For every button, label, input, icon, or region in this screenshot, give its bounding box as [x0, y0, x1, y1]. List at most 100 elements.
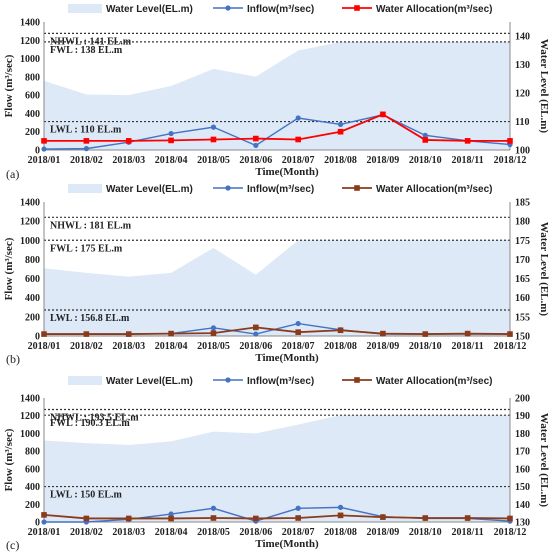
x-tick-label: 2018/07: [282, 527, 315, 538]
allocation-point: [210, 515, 217, 521]
y-tick-label: 600: [25, 91, 40, 102]
allocation-line: [44, 113, 510, 142]
legend-marker-allocation: [354, 377, 360, 383]
allocation-point: [253, 135, 259, 142]
allocation-point: [422, 137, 429, 143]
inflow-point: [41, 519, 47, 525]
legend-label: Inflow(m³/sec): [247, 184, 314, 195]
allocation-point: [125, 331, 132, 337]
allocation-point: [337, 128, 344, 135]
allocation-point: [422, 331, 429, 337]
y2-axis-title: Water Level (EL.m): [538, 413, 550, 508]
allocation-point: [295, 329, 301, 335]
allocation-line: [44, 326, 511, 335]
allocation-point: [464, 330, 471, 337]
allocation-point: [380, 111, 386, 118]
allocation-point: [464, 138, 471, 144]
y-tick-label: 1000: [20, 54, 40, 65]
x-tick-label: 2018/03: [112, 155, 145, 166]
reference-label: LWL : 156.8 EL.m: [50, 313, 130, 324]
legend: Water Level(EL.m) Inflow(m³/sec) Water All…: [68, 4, 493, 15]
reference-label: NHWL : 193.5 EL.m: [50, 413, 139, 424]
x-tick-label: 2018/09: [367, 341, 400, 352]
x-tick-label: 2018/01: [28, 341, 61, 352]
inflow-point: [41, 146, 47, 152]
allocation-point: [295, 515, 301, 521]
y-tick-label: 400: [25, 293, 40, 304]
allocation-point: [41, 138, 47, 144]
y2-tick-label: 150: [515, 482, 530, 493]
y-axis-title: Flow (m³/sec): [3, 54, 15, 117]
y-tick-label: 200: [25, 127, 40, 138]
inflow-point: [253, 331, 259, 337]
reference-label: LWL : 150 EL.m: [50, 490, 123, 501]
y-tick-label: 1400: [20, 394, 40, 405]
x-tick-label: 2018/03: [112, 341, 145, 352]
legend-label: Inflow(m³/sec): [247, 376, 314, 387]
allocation-point: [168, 137, 174, 144]
y2-tick-label: 185: [515, 198, 530, 209]
inflow-point: [337, 504, 344, 510]
allocation-point: [83, 331, 90, 337]
inflow-point: [422, 132, 428, 138]
x-tick-label: 2018/01: [28, 155, 61, 166]
x-tick-label: 2018/09: [367, 155, 400, 166]
x-axis-title: Time(Month): [255, 538, 319, 550]
legend-label: Water Level(EL.m): [106, 376, 193, 387]
reference-label: FWL : 138 EL.m: [50, 45, 123, 56]
x-tick-label: 2018/07: [282, 155, 315, 166]
y2-tick-label: 180: [515, 429, 530, 440]
legend-swatch-water-level: [68, 4, 102, 13]
x-tick-label: 2018/04: [155, 155, 188, 166]
inflow-point: [210, 124, 217, 130]
legend-marker-inflow: [225, 185, 231, 191]
x-tick-label: 2018/12: [494, 341, 527, 352]
x-tick-label: 2018/10: [409, 155, 442, 166]
inflow-point: [337, 121, 344, 127]
water-level-area: [44, 41, 510, 150]
allocation-point: [125, 515, 132, 522]
inflow-point: [253, 142, 259, 149]
legend-label: Water Allocation(m³/sec): [376, 184, 493, 195]
allocation-point: [295, 136, 301, 143]
legend-label: Water Level(EL.m): [106, 184, 193, 195]
allocation-point: [168, 330, 174, 337]
x-tick-label: 2018/08: [324, 155, 357, 166]
allocation-point: [83, 138, 90, 144]
y-tick-label: 1400: [20, 198, 40, 209]
y-tick-label: 800: [25, 255, 40, 266]
legend-marker-allocation: [354, 185, 360, 191]
y2-tick-label: 130: [515, 60, 530, 71]
y-tick-label: 0: [35, 146, 40, 157]
allocation-point: [168, 515, 174, 522]
x-tick-label: 2018/04: [155, 527, 188, 538]
y-tick-label: 0: [35, 518, 40, 529]
chart-panel-b: NHWL : 181 EL.m FWL : 175 EL.m LWL : 156.8…: [3, 184, 550, 366]
legend-label: Inflow(m³/sec): [247, 4, 314, 15]
y-tick-label: 200: [25, 500, 40, 511]
x-tick-label: 2018/01: [28, 527, 61, 538]
reference-label: FWL : 175 EL.m: [50, 243, 123, 254]
x-tick-label: 2018/10: [409, 341, 442, 352]
x-axis-title: Time(Month): [255, 166, 319, 178]
y-axis-title: Flow (m³/sec): [3, 237, 15, 300]
legend: Water Level(EL.m) Inflow(m³/sec) Water All…: [68, 184, 493, 195]
y2-tick-label: 170: [515, 255, 530, 266]
legend: Water Level(EL.m) Inflow(m³/sec) Water All…: [68, 376, 493, 387]
y-axis-title: Flow (m³/sec): [3, 428, 15, 491]
y2-tick-label: 200: [515, 394, 530, 405]
reference-label: FWL : 190.3 EL.m: [50, 418, 130, 429]
allocation-point: [507, 515, 513, 522]
y2-tick-label: 190: [515, 411, 530, 422]
y2-tick-label: 165: [515, 274, 530, 285]
x-tick-label: 2018/04: [155, 341, 188, 352]
x-tick-label: 2018/12: [494, 527, 527, 538]
legend-marker-inflow: [225, 377, 231, 383]
y2-tick-label: 150: [515, 332, 530, 343]
water-level-area: [44, 415, 510, 522]
allocation-point: [210, 330, 217, 336]
y2-axis-title: Water Level (EL.m): [538, 39, 550, 134]
